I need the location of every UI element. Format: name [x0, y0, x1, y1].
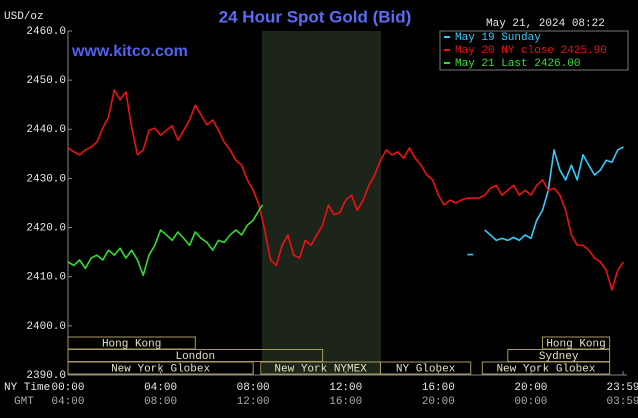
nymex-shade [262, 31, 381, 375]
gmt-tick-label: 00:00 [514, 396, 547, 408]
gmt-tick-label: 12:00 [237, 396, 270, 408]
row-label: GMT [14, 396, 34, 408]
session-box [481, 361, 611, 375]
gmt-tick-label: 20:00 [422, 396, 455, 408]
gmt-tick-label: 16:00 [329, 396, 362, 408]
legend-label: May 21 Last 2426.00 [455, 58, 580, 70]
legend-label: May 20 NY close 2425.90 [455, 45, 607, 57]
row-label: NY Time [4, 382, 50, 394]
y-tick-label: 2410.0 [26, 272, 66, 284]
x-tick-label: 16:00 [422, 382, 455, 394]
legend-box [439, 30, 629, 71]
x-tick-label: 20:00 [514, 382, 547, 394]
y-tick-label: 2450.0 [26, 75, 66, 87]
x-tick-label: 04:00 [144, 382, 177, 394]
session-label: Sydney [539, 351, 579, 363]
y-tick-label: 2430.0 [26, 173, 66, 185]
x-tick-label: 12:00 [329, 382, 362, 394]
x-tick-label: 00:00 [51, 382, 84, 394]
y-tick-label: 2400.0 [26, 321, 66, 333]
gmt-tick-label: 08:00 [144, 396, 177, 408]
unit-label: USD/oz [4, 11, 44, 23]
series-line [467, 146, 624, 256]
session-box [379, 361, 472, 375]
gmt-tick-label: 04:00 [51, 396, 84, 408]
y-tick-label: 2390.0 [26, 370, 66, 382]
session-label: New York Globex [496, 363, 595, 375]
chart-title: 24 Hour Spot Gold (Bid) [219, 7, 412, 26]
y-tick-label: 2460.0 [26, 26, 66, 38]
session-label: Hong Kong [546, 338, 605, 350]
website: www.kitco.com [71, 43, 188, 60]
x-tick-label: 23:59 [607, 382, 638, 394]
session-box [67, 361, 254, 375]
session-label: Hong Kong [102, 338, 161, 350]
timestamp: May 21, 2024 08:22 [486, 18, 605, 30]
y-tick-label: 2420.0 [26, 222, 66, 234]
session-label: New York NYMEX [274, 363, 367, 375]
legend-label: May 19 Sunday [455, 32, 541, 44]
session-label: New York Globex [111, 363, 210, 375]
y-tick-label: 2440.0 [26, 124, 66, 136]
session-label: NY Globex [396, 363, 456, 375]
series-line [67, 89, 625, 291]
series-line [67, 204, 264, 277]
x-tick-label: 08:00 [237, 382, 270, 394]
gmt-tick-label: 03:59 [607, 396, 638, 408]
session-label: London [175, 351, 215, 363]
